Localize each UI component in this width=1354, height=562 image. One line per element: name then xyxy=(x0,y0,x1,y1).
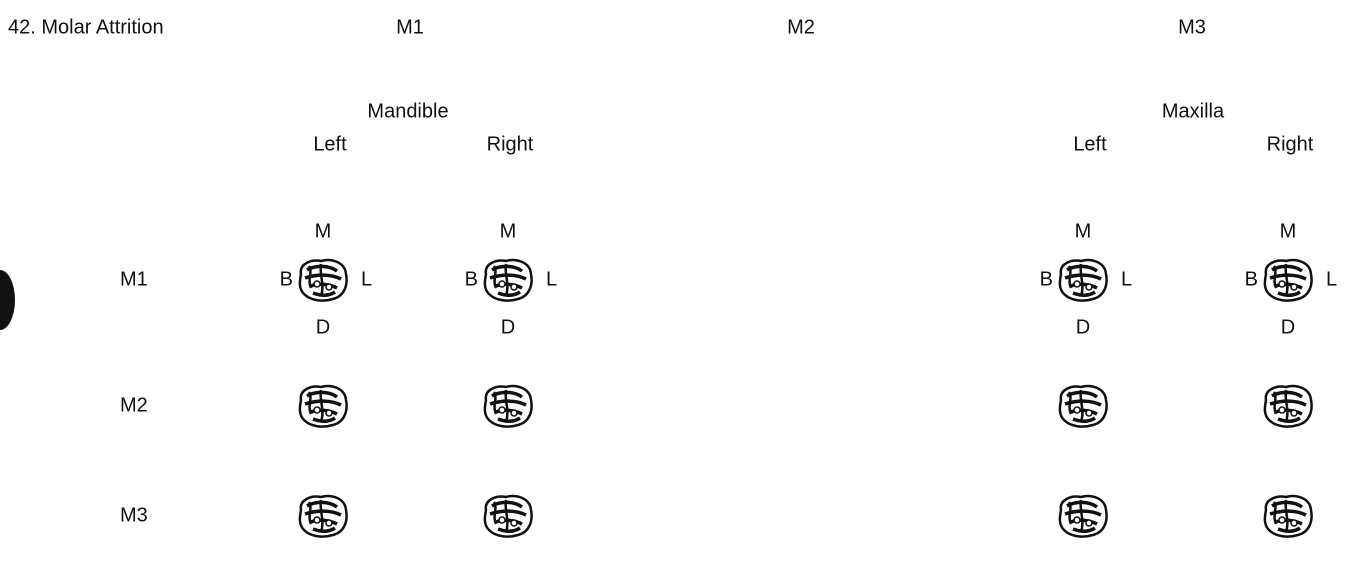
tooth-diagram xyxy=(483,494,534,538)
orientation-label: L xyxy=(361,268,372,290)
tooth-diagram xyxy=(1058,258,1109,302)
side-label: Left xyxy=(1073,133,1107,155)
tooth-diagram xyxy=(298,494,349,538)
tooth-diagram xyxy=(298,384,349,428)
tooth-diagram xyxy=(1263,494,1314,538)
side-label: Right xyxy=(1267,133,1314,155)
row-label: M2 xyxy=(120,394,148,416)
column-header: M1 xyxy=(396,16,424,38)
orientation-label: M xyxy=(500,220,517,242)
tooth-diagram xyxy=(298,258,349,302)
tooth-diagram xyxy=(1263,258,1314,302)
side-label: Left xyxy=(313,133,347,155)
group-label: Mandible xyxy=(367,100,448,122)
orientation-label: B xyxy=(280,268,293,290)
row-label: M3 xyxy=(120,504,148,526)
orientation-label: M xyxy=(1075,220,1092,242)
orientation-label: D xyxy=(501,316,515,338)
tooth-diagram xyxy=(1058,384,1109,428)
orientation-label: B xyxy=(465,268,478,290)
orientation-label: L xyxy=(1121,268,1132,290)
side-label: Right xyxy=(487,133,534,155)
orientation-label: D xyxy=(316,316,330,338)
tooth-diagram xyxy=(1263,384,1314,428)
orientation-label: B xyxy=(1245,268,1258,290)
form-title: 42. Molar Attrition xyxy=(8,16,164,38)
orientation-label: D xyxy=(1076,316,1090,338)
column-header: M3 xyxy=(1178,16,1206,38)
column-header: M2 xyxy=(787,16,815,38)
row-label: M1 xyxy=(120,268,148,290)
orientation-label: B xyxy=(1040,268,1053,290)
orientation-label: M xyxy=(315,220,332,242)
scan-artifact xyxy=(0,270,15,330)
orientation-label: D xyxy=(1281,316,1295,338)
group-label: Maxilla xyxy=(1162,100,1225,122)
tooth-diagram xyxy=(1058,494,1109,538)
orientation-label: L xyxy=(1326,268,1337,290)
tooth-diagram xyxy=(483,384,534,428)
orientation-label: M xyxy=(1280,220,1297,242)
tooth-diagram xyxy=(483,258,534,302)
orientation-label: L xyxy=(546,268,557,290)
